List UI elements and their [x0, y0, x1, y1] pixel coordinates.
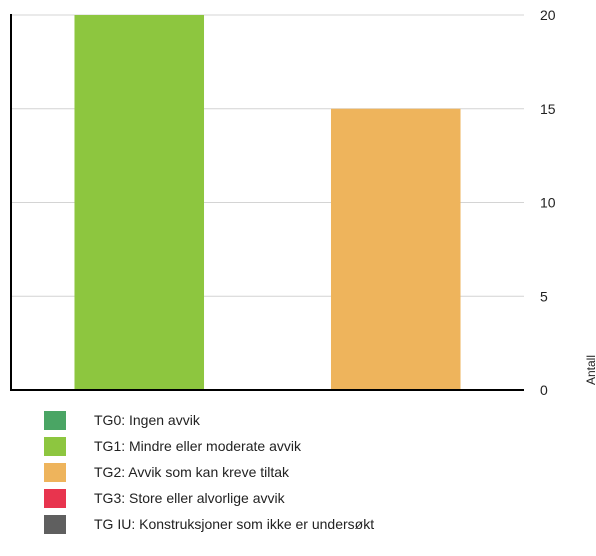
y-tick-label: 0: [540, 382, 548, 398]
legend-swatch: [44, 462, 66, 482]
legend-swatch: [44, 436, 66, 456]
bar: [330, 108, 461, 390]
y-tick-labels: 0 5 10 15 20: [540, 7, 556, 398]
y-tick-label: 10: [540, 195, 556, 211]
legend: TG0: Ingen avvik TG1: Mindre eller modera…: [44, 408, 374, 538]
legend-item: TG0: Ingen avvik: [44, 408, 374, 432]
legend-label: TG0: Ingen avvik: [94, 412, 200, 428]
legend-item: TG2: Avvik som kan kreve tiltak: [44, 460, 374, 484]
legend-item: TG IU: Konstruksjoner som ikke er unders…: [44, 512, 374, 536]
axes: [10, 14, 524, 391]
legend-item: TG3: Store eller alvorlige avvik: [44, 486, 374, 510]
y-tick-label: 5: [540, 288, 548, 304]
bars: [74, 15, 461, 390]
bar: [74, 15, 205, 390]
legend-label: TG1: Mindre eller moderate avvik: [94, 438, 301, 454]
bar-chart: 0 5 10 15 20 Antall: [10, 7, 596, 398]
legend-swatch: [44, 488, 66, 508]
legend-label: TG3: Store eller alvorlige avvik: [94, 490, 285, 506]
legend-item: TG1: Mindre eller moderate avvik: [44, 434, 374, 458]
legend-swatch: [44, 514, 66, 534]
y-tick-label: 20: [540, 7, 556, 23]
legend-label: TG2: Avvik som kan kreve tiltak: [94, 464, 290, 480]
y-axis-label: Antall: [584, 355, 596, 385]
legend-label: TG IU: Konstruksjoner som ikke er unders…: [94, 516, 375, 532]
legend-swatch: [44, 410, 66, 430]
y-tick-label: 15: [540, 101, 556, 117]
